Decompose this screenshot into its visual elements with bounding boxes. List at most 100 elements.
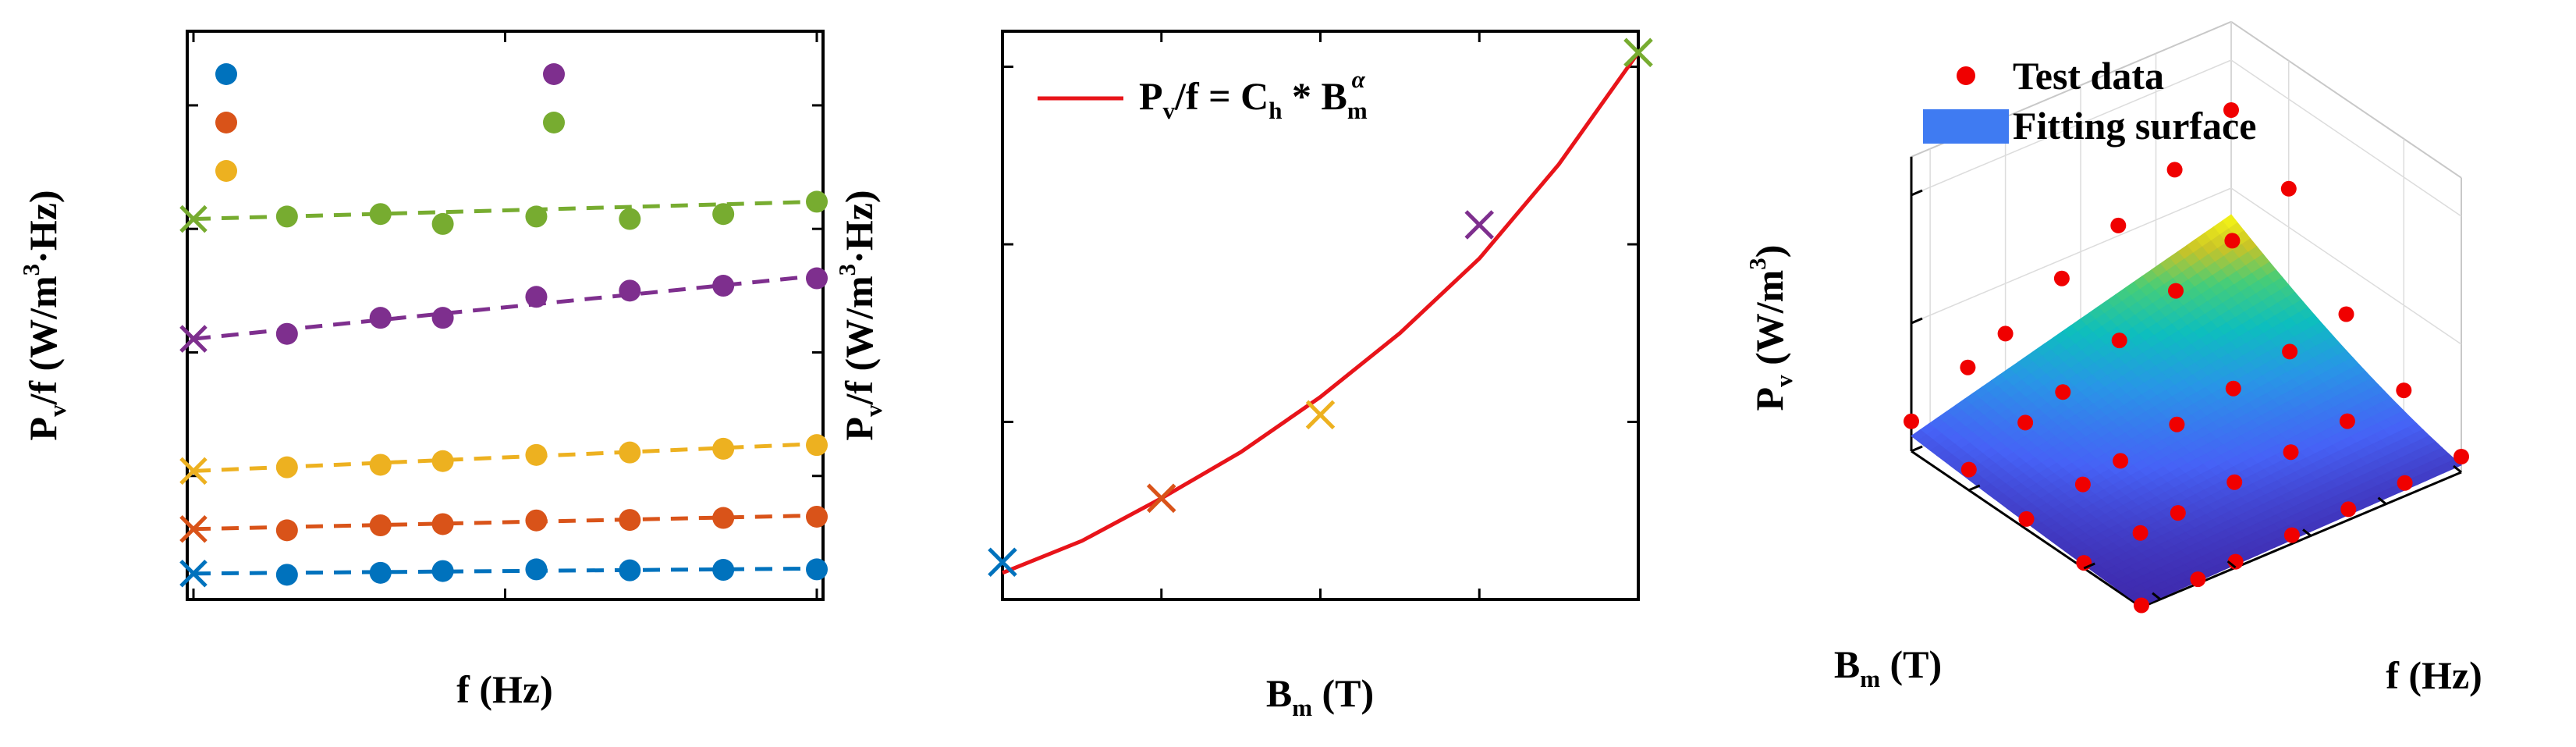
chart-left-data-point — [431, 307, 454, 329]
chart-left-data-point — [806, 190, 829, 213]
chart-middle-x-axis-label-part: m — [1292, 694, 1312, 721]
chart-left-data-point — [712, 559, 735, 582]
chart-middle-x-axis-label: Bm (T) — [1266, 671, 1374, 721]
chart-right-x-tick — [2227, 560, 2237, 569]
chart-right-test-data-point — [2224, 233, 2241, 249]
chart-right-legend-marker-points — [1957, 66, 1975, 85]
chart-left-extrapolated-markers — [179, 205, 208, 588]
chart-right-test-data-point — [1960, 461, 1977, 478]
chart-middle-legend-label-part: α — [1352, 66, 1366, 93]
chart-left-data-point — [619, 559, 641, 582]
chart-left-data-point — [431, 450, 454, 472]
chart-right-test-data-point — [2282, 343, 2298, 360]
chart-right-test-data-point — [1904, 413, 1919, 429]
chart-left-data-point — [712, 203, 735, 226]
chart-right-grid-line — [2230, 59, 2462, 217]
chart-right-legend-label-surface: Fitting surface — [2013, 104, 2256, 148]
chart-right-grid-line — [2230, 187, 2462, 345]
chart-left-data-point — [619, 208, 641, 230]
chart-left-legend-marker — [215, 160, 237, 182]
chart-right-test-data-point — [2168, 283, 2184, 299]
chart-middle-y-axis-label: Pv/f (W/m3·Hz) — [833, 190, 887, 440]
chart-right-test-data-point — [1960, 359, 1976, 375]
chart-left-fit-line — [193, 199, 818, 222]
chart-left-legend — [215, 63, 565, 182]
chart-left-data-point — [619, 279, 641, 302]
chart-left-marker-stroke — [179, 559, 208, 588]
chart-right-test-data-point — [2053, 270, 2070, 286]
chart-left-x-axis-label: f (Hz) — [456, 667, 553, 711]
chart-middle-legend-label-part: * B — [1282, 74, 1347, 118]
chart-right-test-data-point — [2283, 444, 2299, 461]
chart-right-ticks — [1911, 189, 2462, 600]
chart-right-z-axis-label-part: ) — [1747, 245, 1791, 258]
chart-middle-y-axis-label-part: 3 — [833, 264, 860, 276]
chart-left-data-point — [525, 509, 548, 532]
chart-right-test-data-point — [2280, 180, 2297, 197]
chart-right-y-tick — [1968, 484, 1981, 492]
chart-left-legend-marker — [215, 112, 237, 133]
chart-right-test-data-point — [2170, 505, 2186, 521]
chart-right-test-data-point — [2454, 449, 2469, 464]
chart-middle-y-axis-label-part: v — [860, 404, 887, 417]
chart-middle: Pv/f = Ch * Bmα Bm (T) Pv/f (W/m3·Hz) — [833, 30, 1653, 721]
chart-right-test-data-point — [2111, 333, 2127, 349]
chart-right-z-axis-label: Pv (W/m3) — [1744, 245, 1797, 411]
chart-right-test-data-points — [1904, 102, 2469, 614]
chart-left-data-point — [619, 441, 641, 464]
chart-right-test-data-point — [2018, 510, 2035, 527]
chart-right-legend: Test data Fitting surface — [1923, 54, 2256, 148]
chart-right-test-data-point — [2225, 380, 2241, 397]
chart-right-x-tick — [2152, 592, 2162, 600]
chart-left-data-point — [369, 514, 392, 537]
chart-right-test-data-point — [2340, 501, 2357, 518]
chart-left-marker-stroke — [179, 325, 208, 353]
chart-left-y-axis-label-part: /f (W/m — [21, 276, 65, 405]
chart-left-data-point — [431, 513, 454, 535]
chart-middle-legend-label-part: h — [1268, 97, 1282, 124]
chart-right-test-data-point — [2113, 453, 2129, 469]
chart-right-y-axis-label-part: B — [1834, 642, 1860, 686]
chart-middle-marker — [988, 547, 1017, 577]
chart-right-test-data-point — [2110, 217, 2127, 233]
chart-left-legend-marker — [543, 112, 565, 133]
chart-left-data-point — [275, 205, 298, 228]
chart-left-data-point — [525, 205, 548, 228]
chart-left-data-point — [369, 454, 392, 476]
chart-left-marker-stroke — [179, 205, 208, 233]
chart-right-grid-line — [1911, 187, 2232, 324]
chart-right-x-axis-label: f (Hz) — [2386, 653, 2482, 697]
chart-right-test-data-point — [2396, 382, 2412, 399]
chart-middle-marker — [1146, 483, 1176, 514]
chart-left-data-point — [275, 519, 298, 542]
chart-right-test-data-point — [2055, 384, 2071, 400]
chart-right-z-tick — [1911, 189, 1923, 197]
chart-right-x-tick — [2377, 496, 2387, 505]
chart-left-data-points — [275, 190, 829, 586]
chart-right-test-data-point — [2132, 525, 2148, 541]
chart-left-y-axis-label-part: ·Hz) — [21, 190, 65, 263]
chart-left-marker-stroke — [179, 457, 208, 486]
chart-left-extrapolated-marker — [179, 515, 208, 543]
chart-left-y-axis-label-part: v — [44, 404, 71, 417]
chart-right-x-tick — [2302, 528, 2312, 537]
chart-left-extrapolated-marker — [179, 325, 208, 353]
chart-middle-y-axis-label-part: ·Hz) — [837, 190, 881, 263]
chart-left-data-point — [712, 437, 735, 460]
chart-middle-legend-label-part: /f = C — [1174, 74, 1268, 118]
chart-middle-legend-label: Pv/f = Ch * Bmα — [1139, 66, 1368, 124]
chart-right-z-axis-label-part: (W/m — [1747, 270, 1791, 375]
chart-right-x-tick — [2453, 464, 2462, 474]
chart-middle-marker — [1464, 210, 1495, 240]
chart-right-legend-label-points: Test data — [2013, 54, 2164, 98]
chart-middle-marker-stroke — [1146, 483, 1176, 514]
chart-right-grid-line — [1911, 59, 2232, 196]
chart-left-data-point — [369, 203, 392, 226]
chart-right-test-data-point — [2397, 475, 2413, 491]
chart-right-test-data-point — [2074, 476, 2091, 493]
chart-right-z-axis-label-part: v — [1770, 375, 1797, 387]
chart-left-data-point — [806, 505, 829, 528]
chart-left-data-point — [525, 558, 548, 581]
chart-right-test-data-point — [2134, 597, 2149, 614]
